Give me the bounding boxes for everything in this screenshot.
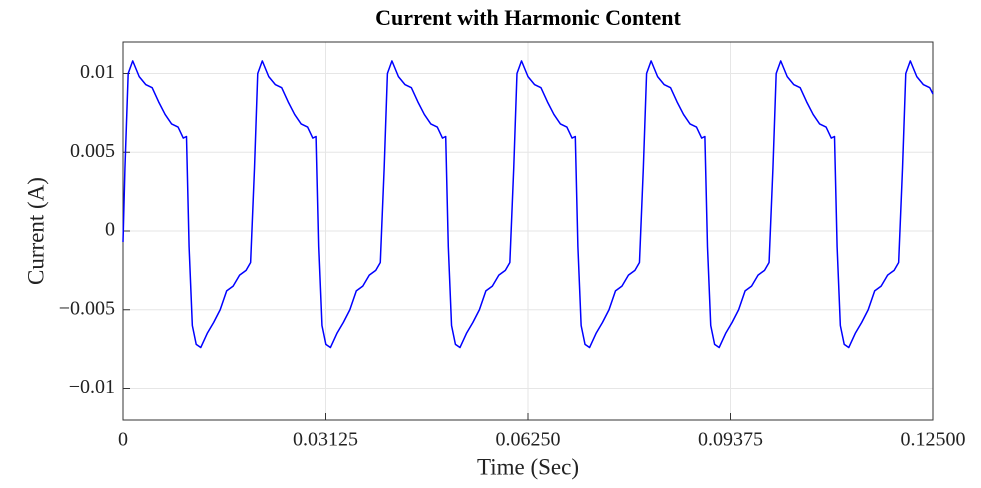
x-tick-label: 0.03125	[293, 429, 358, 451]
y-axis-label: Current (A)	[23, 177, 48, 285]
chart-title: Current with Harmonic Content	[375, 5, 681, 30]
x-tick-label: 0	[118, 429, 128, 451]
data-line	[122, 60, 934, 349]
x-tick-label: 0.06250	[496, 429, 561, 451]
y-tick-label: 0	[105, 219, 115, 241]
y-tick-label: 0.005	[70, 140, 115, 162]
y-tick-label: −0.01	[69, 376, 115, 398]
y-tick-label: 0.01	[80, 61, 115, 83]
x-axis-label: Time (Sec)	[477, 454, 579, 479]
x-tick-label: 0.09375	[698, 429, 763, 451]
x-tick-label: 0.12500	[901, 429, 966, 451]
y-tick-label: −0.005	[59, 297, 115, 319]
